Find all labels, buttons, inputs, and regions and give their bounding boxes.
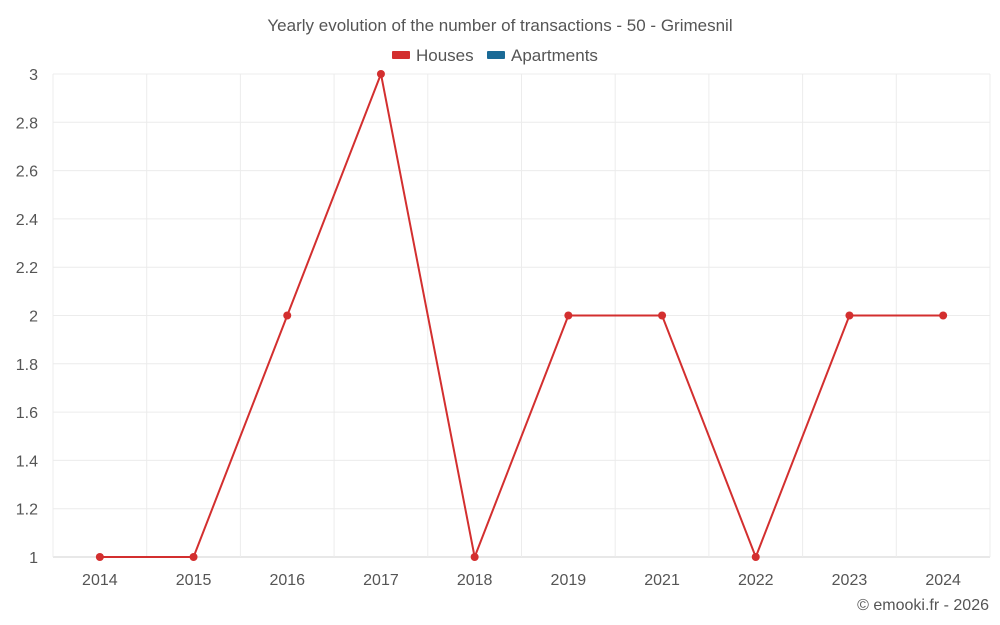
- data-point[interactable]: [658, 311, 667, 320]
- y-axis: 1 1.2 1.4 1.6 1.8 2 2.2 2.4 2.6 2.8 3: [16, 67, 38, 567]
- data-point[interactable]: [376, 70, 385, 78]
- legend-item-houses[interactable]: Houses: [392, 46, 474, 65]
- x-tick-label: 2015: [176, 572, 212, 589]
- data-point[interactable]: [283, 311, 292, 320]
- y-tick-label: 1.8: [16, 357, 38, 374]
- x-axis: 2014 2015 2016 2017 2018 2019 2021 2022 2023 2024: [82, 572, 961, 589]
- x-tick-label: 2022: [738, 572, 774, 589]
- y-tick-label: 1.2: [16, 502, 38, 519]
- chart-title: Yearly evolution of the number of transa…: [267, 16, 732, 35]
- legend-label-apartments: Apartments: [511, 46, 598, 65]
- data-point[interactable]: [470, 553, 479, 561]
- data-point[interactable]: [189, 553, 198, 561]
- series-line-houses: [99, 70, 944, 561]
- legend-item-apartments[interactable]: Apartments: [487, 46, 598, 65]
- x-tick-label: 2021: [644, 572, 680, 589]
- legend-swatch-apartments: [487, 51, 505, 59]
- legend-label-houses: Houses: [416, 46, 474, 65]
- y-tick-label: 2.4: [16, 212, 38, 229]
- x-tick-label: 2019: [551, 572, 587, 589]
- legend-swatch-houses: [392, 51, 410, 59]
- data-point[interactable]: [845, 311, 854, 320]
- data-point[interactable]: [95, 553, 104, 561]
- y-tick-label: 3: [29, 67, 38, 84]
- y-tick-label: 2: [29, 309, 38, 326]
- y-tick-label: 1.4: [16, 453, 38, 470]
- x-tick-label: 2017: [363, 572, 399, 589]
- y-tick-label: 1.6: [16, 405, 38, 422]
- x-tick-label: 2024: [925, 572, 961, 589]
- legend: Houses Apartments: [392, 46, 598, 65]
- data-point[interactable]: [564, 311, 573, 320]
- data-point[interactable]: [751, 553, 760, 561]
- y-tick-label: 2.6: [16, 164, 38, 181]
- x-tick-label: 2018: [457, 572, 493, 589]
- y-tick-label: 1: [29, 550, 38, 567]
- x-tick-label: 2014: [82, 572, 118, 589]
- series-layer: [95, 70, 948, 561]
- x-tick-label: 2016: [269, 572, 305, 589]
- credit: © emooki.fr - 2026: [857, 597, 989, 614]
- y-tick-label: 2.8: [16, 115, 38, 132]
- x-tick-label: 2023: [832, 572, 868, 589]
- y-tick-label: 2.2: [16, 260, 38, 277]
- data-point[interactable]: [939, 311, 948, 320]
